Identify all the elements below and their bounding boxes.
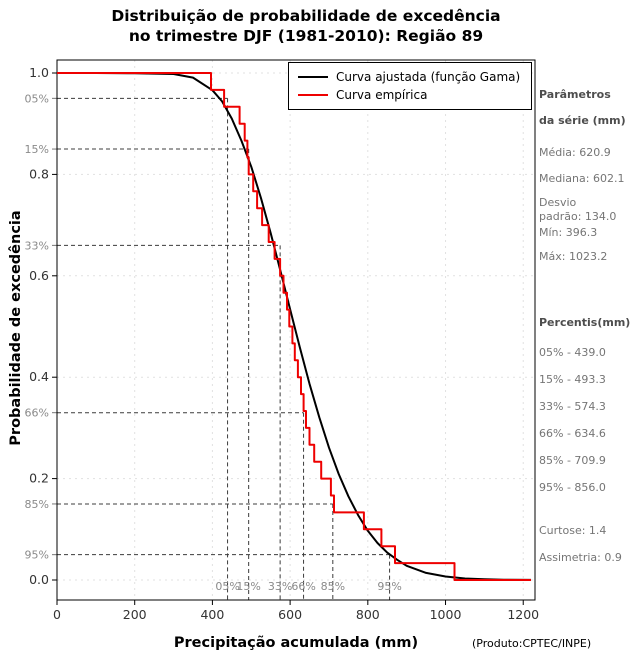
percentile-y-label: 33% xyxy=(25,239,49,252)
legend: Curva ajustada (função Gama) Curva empír… xyxy=(288,62,532,110)
legend-item-empirical: Curva empírica xyxy=(289,86,531,104)
percentile-y-label: 95% xyxy=(25,549,49,562)
stat-min: Mín: 396.3 xyxy=(539,226,598,239)
plot-frame xyxy=(56,59,536,601)
params-header-line2: da série (mm) xyxy=(539,114,626,127)
x-tick-label: 400 xyxy=(200,607,224,622)
chart-title-line2: no trimestre DJF (1981-2010): Região 89 xyxy=(128,27,484,45)
percentile-x-label: 85% xyxy=(321,580,345,593)
chart-title: Distribuição de probabilidade de excedên… xyxy=(0,6,612,46)
percentile-x-label: 95% xyxy=(377,580,401,593)
x-tick-label: 1000 xyxy=(430,607,462,622)
percentil-95: 95% - 856.0 xyxy=(539,481,606,494)
percentile-x-label: 33% xyxy=(268,580,292,593)
y-tick-label: 1.0 xyxy=(29,65,49,80)
percentile-x-label: 05% xyxy=(215,580,239,593)
stat-sd-line1: Desvio xyxy=(539,196,577,209)
empirical-line-swatch xyxy=(298,94,328,96)
x-axis-label: Precipitação acumulada (mm) xyxy=(173,635,419,651)
stat-max: Máx: 1023.2 xyxy=(539,250,608,263)
x-tick-label: 200 xyxy=(123,607,147,622)
x-tick-label: 600 xyxy=(278,607,302,622)
legend-label-gamma: Curva ajustada (função Gama) xyxy=(336,70,521,84)
percentil-15: 15% - 493.3 xyxy=(539,373,606,386)
gamma-curve xyxy=(57,72,532,581)
y-tick-label: 0.8 xyxy=(29,166,49,181)
percentile-y-label: 05% xyxy=(25,92,49,105)
stat-skewness: Assimetria: 0.9 xyxy=(539,551,622,564)
stat-median: Mediana: 602.1 xyxy=(539,172,625,185)
chart-title-line1: Distribuição de probabilidade de excedên… xyxy=(111,7,501,25)
params-header-line1: Parâmetros xyxy=(539,88,611,101)
x-tick-label: 1200 xyxy=(507,607,539,622)
empirical-curve xyxy=(57,72,531,581)
y-tick-label: 0.4 xyxy=(29,369,49,384)
percentil-66: 66% - 634.6 xyxy=(539,427,606,440)
stat-kurtosis: Curtose: 1.4 xyxy=(539,524,607,537)
percentil-05: 05% - 439.0 xyxy=(539,346,606,359)
legend-label-empirical: Curva empírica xyxy=(336,88,428,102)
percentis-header: Percentis(mm) xyxy=(539,316,631,329)
percentil-33: 33% - 574.3 xyxy=(539,400,606,413)
y-tick-label: 0.2 xyxy=(29,471,49,486)
percentile-y-label: 66% xyxy=(25,407,49,420)
stat-sd-line2: padrão: 134.0 xyxy=(539,210,617,223)
percentile-x-label: 15% xyxy=(236,580,260,593)
x-tick-label: 800 xyxy=(356,607,380,622)
legend-item-gamma: Curva ajustada (função Gama) xyxy=(289,68,531,86)
stat-mean: Média: 620.9 xyxy=(539,146,611,159)
x-tick-label: 0 xyxy=(53,607,61,622)
y-axis-label: Probabilidade de excedência xyxy=(8,210,24,446)
percentile-x-label: 66% xyxy=(291,580,315,593)
gamma-line-swatch xyxy=(298,76,328,78)
source-credit: (Produto:CPTEC/INPE) xyxy=(472,637,592,650)
percentil-85: 85% - 709.9 xyxy=(539,454,606,467)
y-tick-label: 0.0 xyxy=(29,572,49,587)
percentile-y-label: 15% xyxy=(25,143,49,156)
stats-panel: Parâmetros da série (mm) Média: 620.9 Me… xyxy=(539,0,639,660)
percentile-y-label: 85% xyxy=(25,498,49,511)
y-tick-label: 0.6 xyxy=(29,268,49,283)
